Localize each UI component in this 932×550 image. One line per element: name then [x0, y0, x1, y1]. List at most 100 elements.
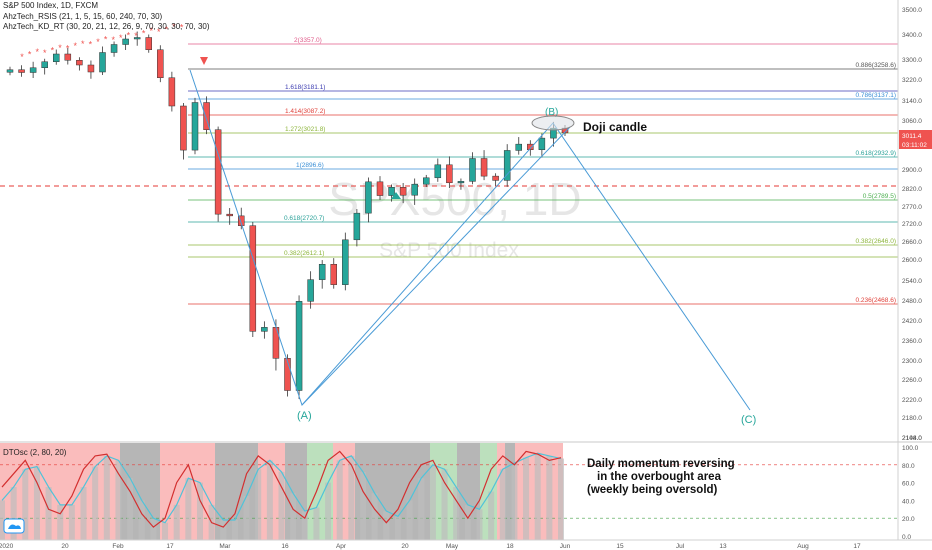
- point-c-label: (C): [741, 414, 756, 426]
- fib-level-label: 0.618(2932.9): [856, 150, 896, 157]
- price-tick-label: 2600.0: [902, 257, 922, 264]
- time-tick-label: 13: [719, 543, 727, 550]
- oscillator-tick-label: 100.0: [902, 445, 919, 452]
- time-tick-label: May: [446, 543, 459, 550]
- candle-body: [203, 102, 210, 130]
- oscillator-histogram-bar: [511, 463, 518, 540]
- last-price-label: 3011.4: [902, 133, 922, 140]
- oscillator-histogram-bar: [523, 457, 530, 540]
- time-tick-label: 18: [506, 543, 514, 550]
- candle-body: [226, 213, 233, 217]
- oscillator-histogram-bar: [301, 511, 308, 540]
- oscillator-histogram-bar: [127, 478, 134, 540]
- candle-body: [64, 53, 72, 61]
- oscillator-histogram-bar: [546, 455, 553, 540]
- price-tick-label: 3400.0: [902, 32, 922, 39]
- price-tick-label: 3220.0: [902, 77, 922, 84]
- price-tick-label: 2260.0: [902, 377, 922, 384]
- candle-body: [18, 69, 25, 73]
- fib-level-label: 0.618(2720.7): [284, 215, 324, 222]
- ab-retrace-line: [301, 126, 571, 406]
- point-b-label: (B): [545, 107, 558, 118]
- kd-star-marker: *: [51, 45, 55, 55]
- oscillator-histogram-bar: [33, 466, 40, 540]
- kd-star-marker: *: [142, 29, 146, 39]
- doji-label: Doji candle: [583, 120, 647, 134]
- signal-markers: * * * * * * * * * * * * * * * * * * * * * *: [20, 22, 401, 199]
- kd-star-marker: *: [20, 52, 24, 62]
- price-tick-label: 2144.0: [902, 435, 922, 442]
- fib-level-label: 1.414(3087.2): [285, 108, 325, 115]
- oscillator-histogram-bar: [360, 471, 367, 540]
- oscillator-histogram-bar: [68, 504, 75, 540]
- oscillator-pane: [0, 441, 932, 540]
- price-tick-label: 3500.0: [902, 7, 922, 14]
- candle-body: [434, 164, 442, 179]
- oscillator-background-band: [457, 443, 480, 540]
- kd-star-marker: *: [127, 30, 131, 40]
- oscillator-histogram-bar: [22, 469, 29, 540]
- time-tick-label: 16: [281, 543, 289, 550]
- oscillator-histogram-bar: [476, 509, 483, 540]
- candle-body: [376, 181, 384, 196]
- annotations: (A) (B) (C) Doji candle: [297, 107, 756, 426]
- candle-body: [122, 38, 129, 45]
- sell-signal-marker: [200, 57, 208, 65]
- candle-body: [330, 264, 337, 285]
- price-tick-label: 2108.0: [902, 435, 922, 442]
- oscillator-histogram-bar: [162, 522, 169, 540]
- candle-body: [353, 212, 361, 241]
- price-tick-label: 2360.0: [902, 338, 922, 345]
- price-tick-label: 3140.0: [902, 98, 922, 105]
- time-tick-label: Apr: [336, 543, 347, 550]
- oscillator-histogram-bar: [290, 493, 297, 540]
- price-tick-label: 3060.0: [902, 118, 922, 125]
- candle-body: [261, 327, 268, 332]
- fib-level-label: 0.236(2468.6): [856, 297, 896, 304]
- candle-body: [342, 239, 349, 285]
- fib-level-label: 0.786(3137.1): [856, 92, 896, 99]
- candle-body: [29, 67, 37, 73]
- point-a-label: (A): [297, 410, 312, 422]
- harmonic-pattern: [189, 69, 751, 411]
- time-tick-label: 20: [61, 543, 69, 550]
- oscillator-histogram-bar: [45, 487, 52, 540]
- oscillator-histogram-bar: [313, 507, 320, 540]
- time-tick-label: 15: [616, 543, 624, 550]
- kd-star-marker: *: [66, 44, 70, 54]
- candlestick-series: [6, 31, 569, 399]
- fib-level-label: 1.618(3181.1): [285, 84, 325, 91]
- oscillator-histogram-bar: [278, 471, 285, 540]
- fibonacci-levels: 2(3357.0) 0.886(3258.6) 1.618(3181.1) 0.786…: [0, 37, 898, 305]
- time-tick-label: Jul: [676, 543, 685, 550]
- time-axis: 2020 20 Feb 17 Mar 16 Apr 20 May 18 Jun 15 Jul 13 Aug 1…: [0, 539, 932, 550]
- fib-level-label: 0.382(2612.1): [284, 250, 324, 257]
- time-tick-label: 20: [401, 543, 409, 550]
- time-tick-label: Feb: [112, 543, 124, 550]
- price-tick-label: 2900.0: [902, 167, 922, 174]
- fib-level-label: 1(2896.6): [296, 162, 324, 169]
- candle-body: [318, 264, 326, 280]
- candle-body: [515, 143, 522, 151]
- price-tick-label: 2540.0: [902, 278, 922, 285]
- oscillator-histogram-bar: [57, 504, 64, 540]
- candle-body: [249, 225, 257, 332]
- kd-star-marker: *: [43, 48, 47, 58]
- candle-body: [133, 37, 141, 40]
- kd-star-marker: *: [172, 22, 176, 32]
- candle-body: [41, 61, 48, 68]
- candle-body: [214, 129, 222, 215]
- oscillator-histogram-bar: [394, 516, 401, 540]
- kd-star-marker: *: [104, 35, 108, 45]
- doji-highlight: [531, 115, 575, 131]
- oscillator-tick-label: 0.0: [902, 534, 911, 541]
- oscillator-histogram-bar: [185, 478, 192, 540]
- candle-body: [388, 187, 395, 196]
- kd-star-marker: *: [81, 39, 85, 49]
- xabc-pattern-line: [189, 69, 751, 411]
- countdown-label: 03:11:02: [902, 142, 927, 149]
- oscillator-histogram-bar: [488, 491, 495, 540]
- oscillator-histogram-bar: [220, 519, 227, 540]
- price-tick-label: 2660.0: [902, 239, 922, 246]
